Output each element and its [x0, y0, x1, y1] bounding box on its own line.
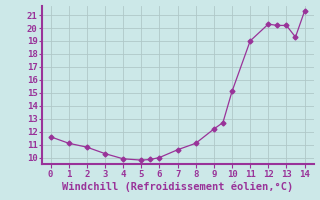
X-axis label: Windchill (Refroidissement éolien,°C): Windchill (Refroidissement éolien,°C) [62, 181, 293, 192]
